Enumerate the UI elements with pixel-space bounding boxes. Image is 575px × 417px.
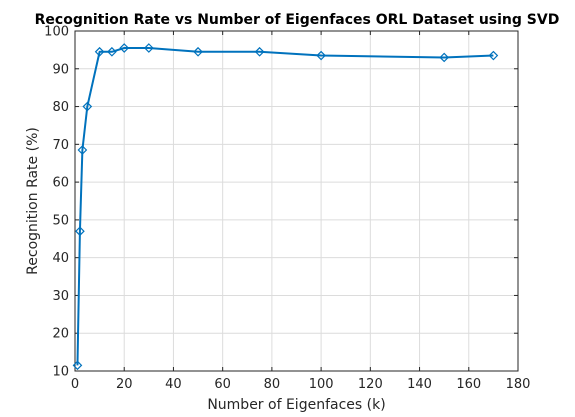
y-tick-label: 30 <box>52 289 69 304</box>
x-tick-label: 140 <box>407 377 432 392</box>
y-axis-label: Recognition Rate (%) <box>25 127 41 275</box>
x-axis-label: Number of Eigenfaces (k) <box>207 397 385 413</box>
data-point <box>119 43 130 53</box>
series-line <box>76 47 494 366</box>
data-point <box>75 226 85 237</box>
y-tick-label: 90 <box>52 62 69 77</box>
x-tick-label: 160 <box>456 377 481 392</box>
x-tick-label: 80 <box>264 377 281 392</box>
data-point <box>72 360 83 371</box>
y-tick-label: 80 <box>52 100 69 115</box>
x-tick-label: 180 <box>506 377 531 392</box>
data-point <box>143 43 154 53</box>
x-tick-label: 60 <box>214 377 231 392</box>
y-tick-label: 40 <box>52 251 69 266</box>
plot-area <box>74 30 519 372</box>
y-tick-label: 50 <box>52 213 69 228</box>
data-point <box>77 145 88 155</box>
data-point <box>316 50 326 61</box>
x-tick-label: 100 <box>309 377 334 392</box>
data-point <box>82 101 93 112</box>
x-tick-label: 120 <box>358 377 383 392</box>
x-tick-label: 0 <box>71 377 79 392</box>
y-tick-label: 20 <box>52 327 69 342</box>
data-point <box>94 46 105 57</box>
y-tick-label: 100 <box>44 25 69 40</box>
axis-ticks: 0 20 40 60 80 100 120 140 160 180 10 20 30 40 50 60 70 80… <box>44 25 530 393</box>
data-point <box>488 50 499 61</box>
chart-title: Recognition Rate vs Number of Eigenfaces… <box>35 12 560 28</box>
data-point <box>107 46 117 57</box>
y-tick-label: 70 <box>52 138 69 153</box>
x-tick-label: 20 <box>116 377 133 392</box>
y-tick-label: 10 <box>52 365 69 380</box>
y-tick-label: 60 <box>52 176 69 191</box>
data-point <box>439 52 450 63</box>
x-tick-label: 40 <box>165 377 182 392</box>
series-layer <box>72 43 499 371</box>
data-point <box>193 46 203 57</box>
data-point <box>254 46 265 57</box>
